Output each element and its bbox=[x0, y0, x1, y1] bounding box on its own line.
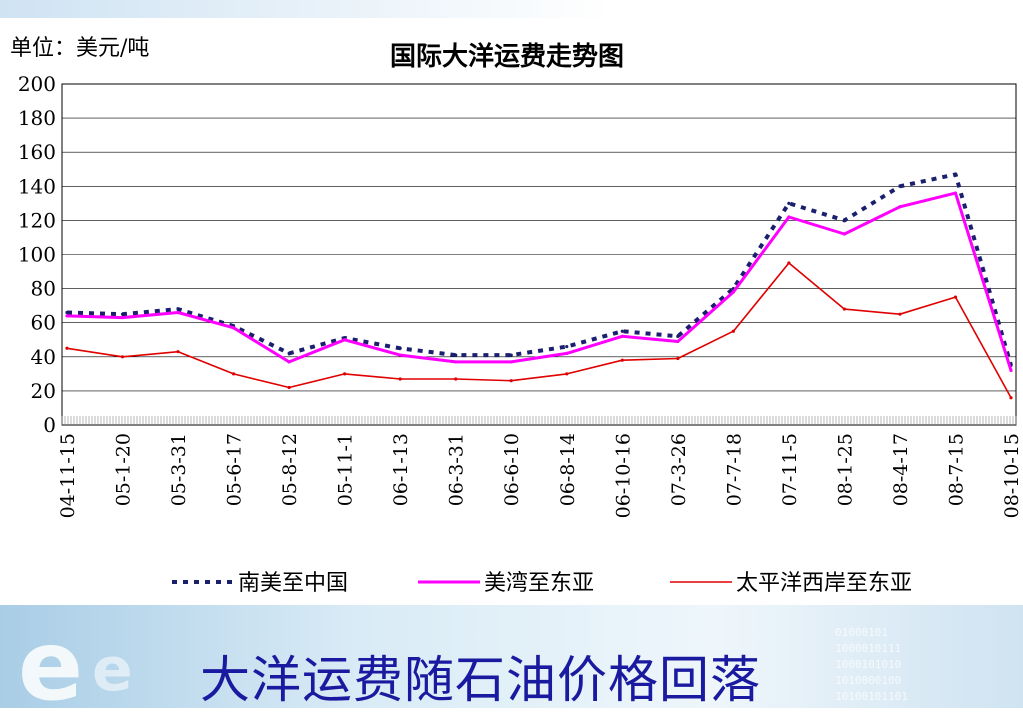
data-point bbox=[398, 353, 402, 357]
data-point bbox=[120, 315, 125, 320]
data-point bbox=[898, 312, 902, 316]
data-point bbox=[787, 261, 791, 265]
data-point bbox=[898, 184, 902, 188]
x-tick-label: 05-6-17 bbox=[224, 433, 246, 506]
x-tick-label: 04-11-15 bbox=[57, 433, 79, 518]
series-line bbox=[66, 172, 1013, 366]
line-chart: 0 20 40 60 80 100 120 140 160 180 200 04-11-15 05-1-… bbox=[18, 72, 1023, 596]
data-point bbox=[454, 377, 458, 381]
legend-label: 南美至中国 bbox=[238, 571, 348, 596]
data-point bbox=[231, 326, 236, 330]
y-tick-label: 80 bbox=[31, 277, 56, 301]
data-point bbox=[676, 334, 680, 338]
y-tick-label: 100 bbox=[18, 243, 56, 267]
data-point bbox=[287, 385, 291, 390]
data-point bbox=[620, 329, 624, 333]
data-point bbox=[398, 346, 402, 350]
chart-title: 国际大洋运费走势图 bbox=[390, 42, 625, 72]
binary-decoration: 01000101 1000010111 1000101010 101000010… bbox=[835, 626, 908, 703]
series-line bbox=[66, 191, 1013, 371]
data-point bbox=[509, 360, 513, 364]
data-point bbox=[676, 356, 680, 361]
y-tick-label: 60 bbox=[31, 311, 56, 335]
data-point bbox=[953, 191, 958, 195]
data-point bbox=[953, 172, 958, 176]
data-point bbox=[842, 218, 847, 222]
data-point bbox=[65, 314, 69, 318]
x-tick-label: 06-3-31 bbox=[446, 433, 468, 506]
y-tick-label: 20 bbox=[31, 379, 56, 403]
y-tick-label: 40 bbox=[31, 345, 56, 369]
x-tick-label: 06-1-13 bbox=[390, 433, 412, 506]
y-tick-label: 0 bbox=[43, 413, 56, 437]
slide-headline: 大洋运费随石油价格回落 bbox=[200, 651, 761, 709]
y-tick-label: 140 bbox=[18, 174, 56, 198]
data-point bbox=[731, 329, 735, 333]
x-tick-label: 06-10-16 bbox=[612, 433, 634, 518]
data-point bbox=[287, 351, 291, 355]
data-point bbox=[842, 232, 847, 236]
data-point bbox=[231, 372, 236, 376]
x-tick-label: 05-3-31 bbox=[168, 433, 190, 506]
data-point bbox=[731, 290, 735, 294]
data-point bbox=[565, 344, 569, 349]
x-tick-label: 06-6-10 bbox=[501, 433, 523, 506]
data-point bbox=[620, 358, 624, 362]
data-point bbox=[120, 355, 125, 359]
data-point bbox=[898, 205, 902, 209]
x-tick-label: 05-8-12 bbox=[279, 433, 301, 506]
slide-footer-band bbox=[0, 605, 1023, 708]
data-point bbox=[287, 360, 291, 364]
x-tick-label: 08-10-15 bbox=[1001, 433, 1023, 518]
x-tick-label: 07-11-5 bbox=[779, 433, 801, 506]
data-point bbox=[787, 215, 791, 219]
y-tick-label: 200 bbox=[18, 72, 56, 96]
data-point bbox=[398, 377, 402, 381]
data-point bbox=[176, 350, 180, 354]
e-logo-secondary-icon: e bbox=[92, 635, 133, 705]
x-tick-label: 08-4-17 bbox=[890, 433, 912, 506]
slide-top-band bbox=[0, 0, 1023, 18]
data-point bbox=[343, 372, 347, 376]
data-point bbox=[120, 312, 125, 316]
data-point bbox=[953, 295, 958, 299]
data-point bbox=[454, 360, 458, 364]
series-line bbox=[66, 262, 1012, 399]
unit-label: 单位：美元/吨 bbox=[10, 36, 150, 61]
x-tick-label: 05-1-20 bbox=[113, 433, 135, 506]
data-point bbox=[842, 307, 847, 311]
y-tick-label: 180 bbox=[18, 106, 56, 130]
data-point bbox=[787, 201, 791, 205]
x-tick-label: 08-1-25 bbox=[834, 433, 856, 506]
data-point bbox=[620, 334, 624, 338]
data-point bbox=[509, 379, 513, 383]
x-tick-label: 06-8-14 bbox=[557, 433, 579, 506]
data-point bbox=[1009, 396, 1013, 400]
x-tick-label: 07-7-18 bbox=[723, 433, 745, 506]
data-point bbox=[509, 353, 513, 357]
x-tick-label: 08-7-15 bbox=[945, 433, 967, 506]
legend-label: 太平洋西岸至东亚 bbox=[736, 571, 912, 596]
x-tick-label: 07-3-26 bbox=[668, 433, 690, 506]
legend-label: 美湾至东亚 bbox=[484, 571, 594, 596]
data-point bbox=[565, 372, 569, 376]
data-point bbox=[565, 351, 569, 355]
e-logo-icon: e bbox=[18, 610, 84, 722]
data-point bbox=[176, 310, 180, 315]
data-point bbox=[343, 338, 347, 342]
data-point bbox=[65, 310, 69, 315]
y-tick-label: 120 bbox=[18, 208, 56, 232]
data-point bbox=[176, 307, 180, 311]
data-point bbox=[454, 353, 458, 357]
x-tick-label: 05-11-1 bbox=[335, 433, 357, 506]
data-point bbox=[1009, 368, 1013, 373]
data-point bbox=[676, 339, 680, 344]
y-tick-label: 160 bbox=[18, 140, 56, 164]
data-point bbox=[65, 346, 69, 350]
